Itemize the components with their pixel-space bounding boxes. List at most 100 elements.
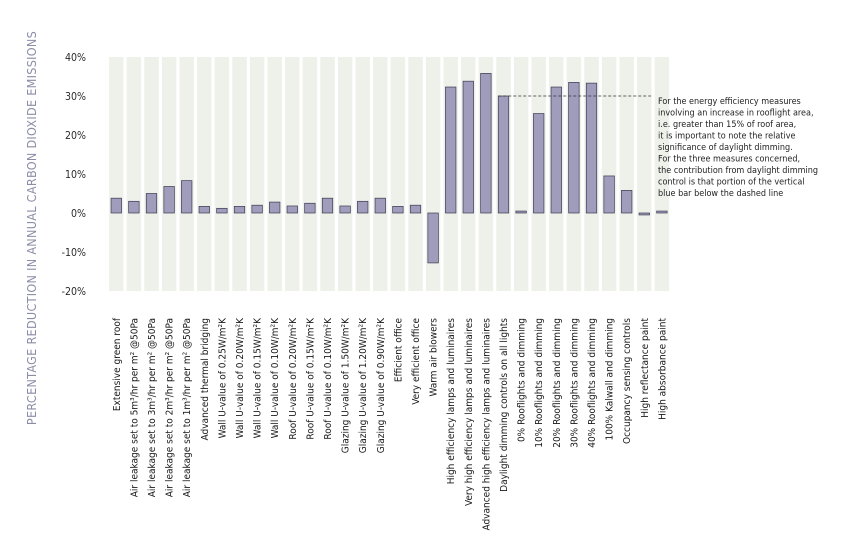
x-tick-label: Very efficient office xyxy=(411,318,422,405)
background-column xyxy=(355,57,370,291)
x-tick-label: Air leakage set to 5m³/hr per m² @50Pa xyxy=(129,318,140,497)
annotation-line: For the energy efficiency measures xyxy=(658,97,801,107)
bar xyxy=(110,197,122,214)
x-tick-label: Glazing U-value of 1.50W/m²K xyxy=(341,317,352,453)
x-tick-label: High reflectance paint xyxy=(640,318,651,418)
bar xyxy=(145,193,158,214)
x-tick-label: Occupancy sensing controls xyxy=(622,318,633,444)
x-tick-label: Advanced thermal bridging xyxy=(200,318,211,440)
background-column xyxy=(513,57,529,291)
background-column xyxy=(320,57,335,291)
bar xyxy=(251,204,263,214)
y-axis-title: PERCENTAGE REDUCTION IN ANNUAL CARBON DI… xyxy=(24,31,39,425)
y-tick-label: 30% xyxy=(65,91,86,103)
bar xyxy=(304,202,316,214)
bar xyxy=(621,190,633,214)
annotation-line: i.e. greater than 15% of roof area, xyxy=(658,120,796,130)
x-tick-label: 30% Rooflights and dimming xyxy=(569,318,580,448)
bar xyxy=(585,82,598,214)
bar xyxy=(480,73,492,214)
background-column xyxy=(232,57,247,291)
x-tick-label: 100% Kalwall and dimming xyxy=(605,318,616,440)
annotation-line: control is that portion of the vertical xyxy=(658,178,805,188)
annotation-text: For the energy efficiency measures involv… xyxy=(658,97,818,199)
bar xyxy=(181,180,193,214)
annotation-line: significance of daylight dimming. xyxy=(658,143,793,153)
background-column xyxy=(126,57,142,291)
x-tick-label: Wall U-value of 0.20W/m²K xyxy=(235,317,246,438)
bar xyxy=(515,210,527,214)
x-axis-ticks: Extensive green roof Air leakage set to 5… xyxy=(112,317,669,531)
x-tick-label: 20% Rooflights and dimming xyxy=(552,318,563,448)
bar xyxy=(269,201,281,214)
x-tick-label: Roof U-value of 0.20W/m²K xyxy=(288,317,299,440)
x-tick-label: Air leakage set to 3m³/hr per m² @50Pa xyxy=(147,318,158,497)
background-column xyxy=(267,57,282,291)
y-tick-label: 0% xyxy=(71,208,86,220)
bar xyxy=(216,207,228,214)
x-tick-label: Roof U-value of 0.15W/m²K xyxy=(305,317,316,440)
background-column xyxy=(144,57,159,291)
bar xyxy=(603,175,615,214)
annotation-line: For the three measures concerned, xyxy=(658,155,800,165)
bar xyxy=(533,113,545,214)
y-axis-ticks: -20% -10% 0% 10% 20% 30% 40% xyxy=(62,52,86,298)
bar xyxy=(462,80,474,214)
bar xyxy=(357,200,369,214)
background-column xyxy=(373,57,388,291)
bar xyxy=(550,86,562,214)
x-tick-label: Glazing U-value of 1.20W/m²K xyxy=(358,317,369,453)
x-tick-label: High absorbance paint xyxy=(657,318,668,420)
background-column xyxy=(337,57,353,291)
x-tick-label: Roof U-value of 0.10W/m²K xyxy=(323,317,334,440)
bar xyxy=(409,204,422,214)
x-tick-label: Extensive green roof xyxy=(112,317,123,411)
background-column xyxy=(249,57,265,291)
bar xyxy=(374,197,386,214)
bar xyxy=(339,205,351,214)
background-column xyxy=(285,57,300,291)
bars xyxy=(110,73,668,264)
bar xyxy=(427,212,439,264)
background-column xyxy=(302,57,318,291)
x-tick-label: Glazing U-value of 0.90W/m²K xyxy=(376,317,387,453)
background-column xyxy=(408,57,423,291)
bar xyxy=(656,210,668,214)
background-column xyxy=(197,57,212,291)
bar xyxy=(198,206,210,214)
bar xyxy=(638,212,650,216)
bar xyxy=(321,197,334,214)
x-tick-label: Advanced high efficiency lamps and lumin… xyxy=(481,318,492,531)
bar xyxy=(445,86,457,214)
bar xyxy=(497,95,510,214)
background-column xyxy=(109,57,124,291)
x-tick-label: 10% Rooflights and dimming xyxy=(534,318,545,448)
annotation-line: it is important to note the relative xyxy=(658,132,796,142)
background-columns xyxy=(109,57,670,291)
x-tick-label: Wall U-value of 0.15W/m²K xyxy=(253,317,264,438)
x-tick-label: Daylight dimming controls on all lights xyxy=(499,318,510,492)
background-column xyxy=(390,57,406,291)
background-column xyxy=(161,57,177,291)
background-column xyxy=(637,57,652,291)
x-tick-label: Air leakage set to 1m³/hr per m² @50Pa xyxy=(182,318,193,497)
background-column xyxy=(654,57,670,291)
y-tick-label: 20% xyxy=(65,130,86,142)
background-column xyxy=(601,57,617,291)
y-tick-label: 40% xyxy=(65,52,86,64)
x-tick-label: Wall U-value of 0.10W/m²K xyxy=(270,317,281,438)
bar xyxy=(392,206,404,214)
x-tick-label: Efficient office xyxy=(393,318,404,383)
bar xyxy=(163,186,175,214)
x-tick-label: Very high efficiency lamps and luminaire… xyxy=(464,318,475,506)
background-column xyxy=(214,57,230,291)
x-tick-label: Warm air blowers xyxy=(429,318,440,397)
y-tick-label: -10% xyxy=(62,247,86,259)
x-tick-label: High efficiency lamps and luminaires xyxy=(446,318,457,485)
y-tick-label: 10% xyxy=(65,169,86,181)
annotation-line: blue bar below the dashed line xyxy=(658,189,783,199)
background-column xyxy=(179,57,194,291)
x-tick-label: Air leakage set to 2m³/hr per m² @50Pa xyxy=(165,318,176,497)
annotation-line: involving an increase in rooflight area, xyxy=(658,109,814,119)
